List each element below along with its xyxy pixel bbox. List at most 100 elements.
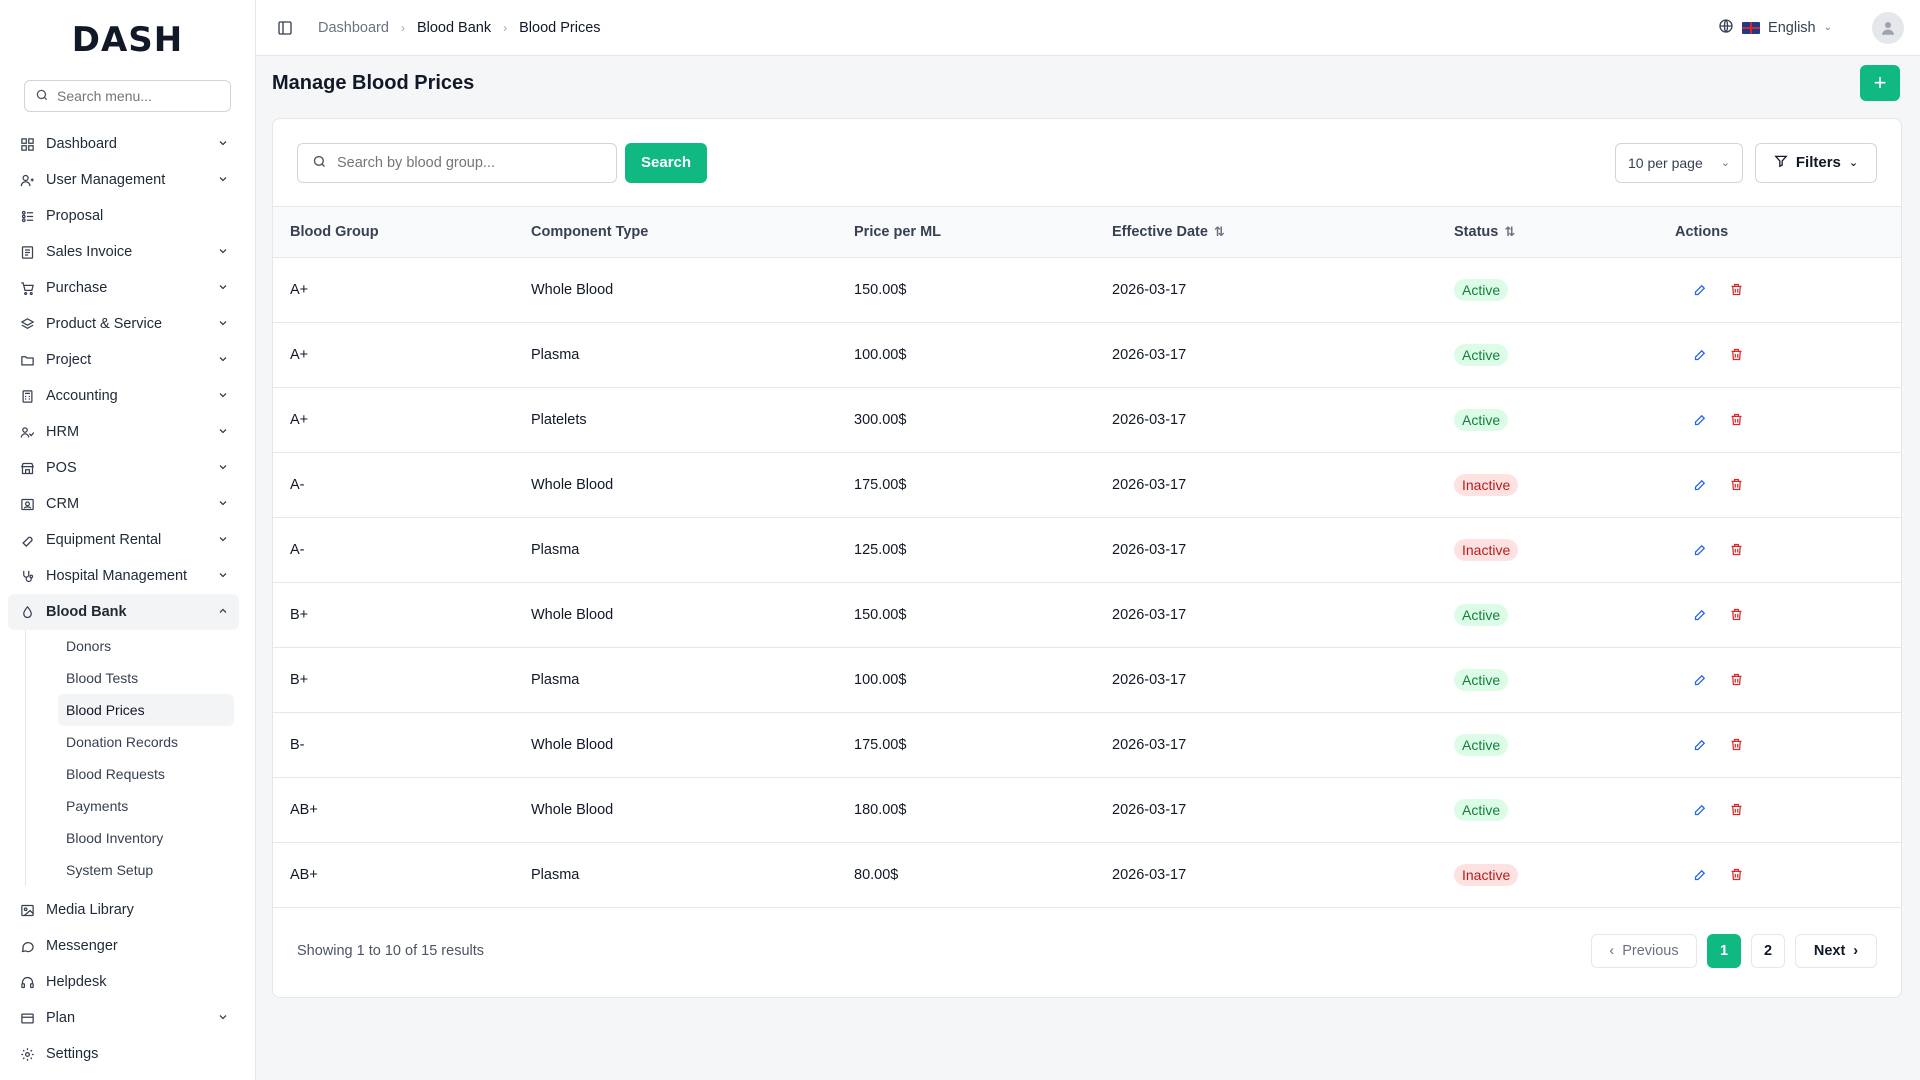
previous-button[interactable]: ‹ Previous	[1591, 933, 1697, 968]
sidebar-item-hospital-management[interactable]: Hospital Management	[8, 558, 239, 594]
trash-icon[interactable]	[1725, 539, 1747, 561]
cell-component-type: Whole Blood	[531, 452, 854, 518]
edit-icon[interactable]	[1689, 539, 1711, 561]
sidebar-item-user-management[interactable]: User Management	[8, 162, 239, 198]
edit-icon[interactable]	[1689, 604, 1711, 626]
language-selector[interactable]: English ⌄	[1718, 18, 1832, 38]
header-effective-date[interactable]: Effective Date ⇅	[1112, 207, 1454, 258]
add-price-button[interactable]: +	[1860, 65, 1900, 101]
trash-icon[interactable]	[1725, 474, 1747, 496]
sidebar-item-pos[interactable]: POS	[8, 450, 239, 486]
sidebar-item-plan[interactable]: Plan	[8, 1000, 239, 1036]
blood-group-search-input[interactable]	[337, 154, 597, 171]
sidebar-item-accounting[interactable]: Accounting	[8, 378, 239, 414]
stethoscope-icon	[18, 567, 36, 585]
sidebar-item-media-library[interactable]: Media Library	[8, 892, 239, 928]
sort-icon[interactable]: ⇅	[1504, 223, 1516, 239]
sidebar-item-product-and-service[interactable]: Product & Service	[8, 306, 239, 342]
cell-blood-group: A-	[273, 517, 531, 583]
sidebar-item-label: Project	[46, 352, 92, 368]
edit-icon[interactable]	[1689, 864, 1711, 886]
sidebar-nav-bottom: Media Library Messenger Helpdesk Plan Settin…	[0, 892, 255, 1072]
chevron-down-icon	[217, 281, 229, 296]
chevron-down-icon	[217, 137, 229, 152]
results-summary: Showing 1 to 10 of 15 results	[297, 942, 485, 959]
cell-effective-date: 2026-03-17	[1112, 647, 1454, 713]
user-avatar[interactable]	[1872, 11, 1904, 44]
edit-icon[interactable]	[1689, 799, 1711, 821]
trash-icon[interactable]	[1725, 409, 1747, 431]
cell-status: Active	[1454, 582, 1675, 648]
sidebar-search[interactable]	[24, 80, 237, 112]
cell-price-per-ml: 175.00$	[854, 452, 1112, 518]
edit-icon[interactable]	[1689, 669, 1711, 691]
cell-status: Inactive	[1454, 842, 1675, 908]
submenu-item-donation-records[interactable]: Donation Records	[66, 734, 179, 750]
globe-icon	[1718, 18, 1734, 38]
page-2-button[interactable]: 2	[1751, 933, 1785, 968]
app-logo[interactable]: DASH	[0, 0, 255, 80]
edit-icon[interactable]	[1689, 344, 1711, 366]
grid-icon	[18, 135, 36, 153]
cell-component-type: Platelets	[531, 387, 854, 453]
filters-button[interactable]: Filters ⌄	[1755, 142, 1877, 183]
wrench-icon	[18, 531, 36, 549]
submenu-item-blood-prices[interactable]: Blood Prices	[58, 694, 234, 726]
per-page-select[interactable]: 10 per page ⌄	[1615, 142, 1743, 183]
sidebar-item-blood-bank[interactable]: Blood Bank	[8, 594, 239, 630]
sidebar-search-input[interactable]	[57, 88, 237, 104]
cell-effective-date: 2026-03-17	[1112, 842, 1454, 908]
cell-actions	[1675, 517, 1901, 583]
users-icon	[18, 171, 36, 189]
submenu-item-payments[interactable]: Payments	[66, 798, 129, 814]
trash-icon[interactable]	[1725, 734, 1747, 756]
sidebar-item-label: HRM	[46, 424, 80, 440]
sidebar-nav: Dashboard User Management Proposal Sales In…	[0, 126, 255, 630]
sidebar-item-purchase[interactable]: Purchase	[8, 270, 239, 306]
page-title: Manage Blood Prices	[272, 71, 475, 94]
table-search[interactable]	[297, 142, 617, 183]
sidebar-item-hrm[interactable]: HRM	[8, 414, 239, 450]
edit-icon[interactable]	[1689, 409, 1711, 431]
sidebar-item-helpdesk[interactable]: Helpdesk	[8, 964, 239, 1000]
sidebar-item-equipment-rental[interactable]: Equipment Rental	[8, 522, 239, 558]
breadcrumb-dashboard[interactable]: Dashboard	[318, 19, 389, 36]
submenu-item-blood-requests[interactable]: Blood Requests	[66, 766, 165, 782]
sidebar-item-sales-invoice[interactable]: Sales Invoice	[8, 234, 239, 270]
sidebar-item-label: POS	[46, 460, 77, 476]
trash-icon[interactable]	[1725, 864, 1747, 886]
cell-price-per-ml: 150.00$	[854, 257, 1112, 323]
trash-icon[interactable]	[1725, 604, 1747, 626]
sidebar-toggle-icon[interactable]	[274, 17, 296, 39]
page-1-button[interactable]: 1	[1707, 933, 1741, 968]
topbar: Dashboard › Blood Bank › Blood Prices En…	[256, 0, 1920, 56]
submenu-item-system-setup[interactable]: System Setup	[66, 862, 154, 878]
sidebar-item-proposal[interactable]: Proposal	[8, 198, 239, 234]
edit-icon[interactable]	[1689, 279, 1711, 301]
cell-status: Active	[1454, 777, 1675, 843]
cell-blood-group: AB+	[273, 842, 531, 908]
sidebar-item-messenger[interactable]: Messenger	[8, 928, 239, 964]
edit-icon[interactable]	[1689, 474, 1711, 496]
trash-icon[interactable]	[1725, 669, 1747, 691]
submenu-item-blood-inventory[interactable]: Blood Inventory	[66, 830, 164, 846]
sidebar-item-dashboard[interactable]: Dashboard	[8, 126, 239, 162]
sort-icon[interactable]: ⇅	[1213, 223, 1225, 239]
logo-text: DASH	[71, 20, 184, 60]
submenu-item-donors[interactable]: Donors	[66, 638, 112, 654]
trash-icon[interactable]	[1725, 344, 1747, 366]
sidebar-item-label: Product & Service	[46, 316, 163, 332]
submenu-item-blood-tests[interactable]: Blood Tests	[66, 670, 139, 686]
sidebar-item-crm[interactable]: CRM	[8, 486, 239, 522]
trash-icon[interactable]	[1725, 279, 1747, 301]
sidebar-item-settings[interactable]: Settings	[8, 1036, 239, 1072]
breadcrumb-blood-bank[interactable]: Blood Bank	[416, 19, 492, 36]
search-button[interactable]: Search	[625, 142, 708, 183]
next-button[interactable]: Next ›	[1795, 933, 1877, 968]
sidebar-item-project[interactable]: Project	[8, 342, 239, 378]
edit-icon[interactable]	[1689, 734, 1711, 756]
header-status[interactable]: Status ⇅	[1454, 207, 1675, 258]
trash-icon[interactable]	[1725, 799, 1747, 821]
cell-effective-date: 2026-03-17	[1112, 257, 1454, 323]
sidebar-item-label: Purchase	[46, 280, 108, 296]
